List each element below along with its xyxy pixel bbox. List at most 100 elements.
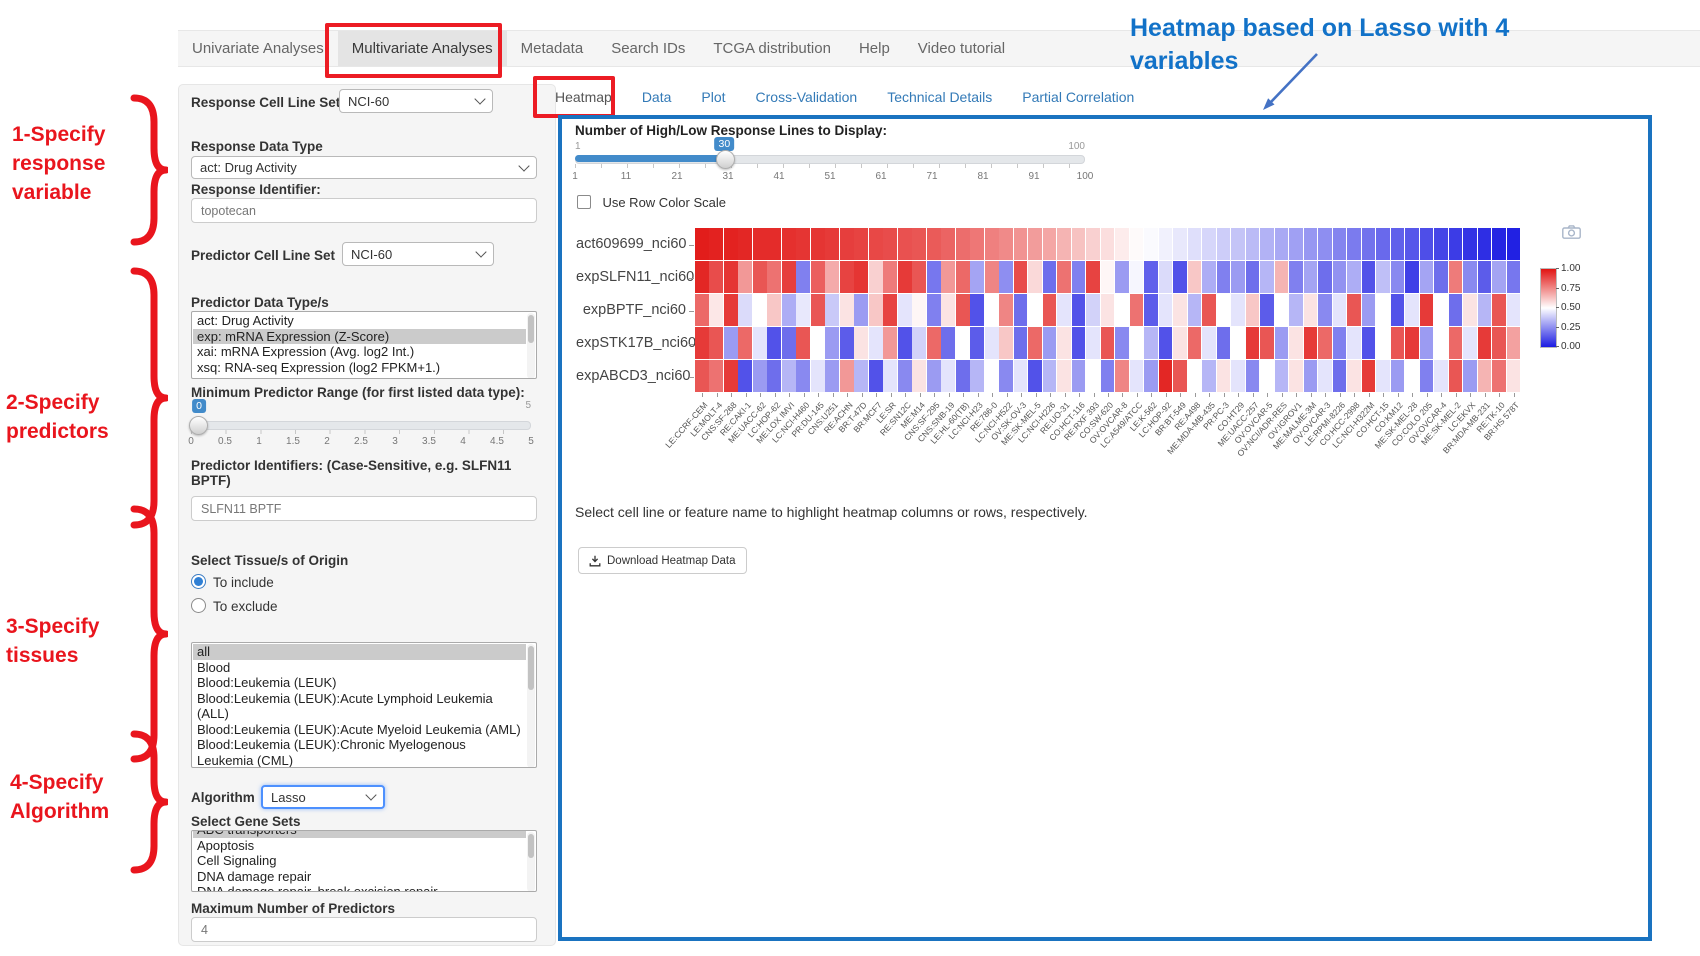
response-cell-line-set-select[interactable]: NCI-60 — [339, 89, 493, 113]
tissue-option-blood-leukemia-leuk[interactable]: Blood:Leukemia (LEUK) — [197, 675, 337, 690]
heatmap-cell[interactable] — [1463, 228, 1477, 261]
heatmap-cell[interactable] — [1434, 294, 1448, 327]
heatmap-cell[interactable] — [1144, 294, 1158, 327]
tissue-listbox[interactable]: all Blood Blood:Leukemia (LEUK) Blood:Leuke… — [191, 642, 537, 768]
heatmap-cell[interactable] — [1057, 261, 1071, 294]
heatmap-cell[interactable] — [810, 294, 825, 327]
heatmap-cell[interactable] — [1477, 228, 1492, 261]
heatmap-cell[interactable] — [970, 327, 985, 360]
tab-partial-correlation[interactable]: Partial Correlation — [1022, 89, 1135, 105]
heatmap-cell[interactable] — [1260, 228, 1274, 261]
heatmap-cell[interactable] — [955, 228, 970, 261]
heatmap-cell[interactable] — [1115, 261, 1129, 294]
slider-handle[interactable] — [189, 416, 208, 435]
heatmap-cell[interactable] — [1492, 294, 1506, 327]
heatmap-row-label-expbptf-nci60[interactable]: expBPTF_nci60 — [582, 302, 686, 318]
heatmap-cell[interactable] — [1303, 327, 1318, 360]
heatmap-cell[interactable] — [738, 261, 753, 294]
heatmap-cell[interactable] — [1448, 261, 1463, 294]
tab-cross-validation[interactable]: Cross-Validation — [755, 89, 858, 105]
heatmap-cell[interactable] — [941, 294, 956, 327]
heatmap-cell[interactable] — [883, 327, 898, 360]
predictor-type-option-act-drug-activity[interactable]: act: Drug Activity — [197, 313, 294, 328]
heatmap-cell[interactable] — [1202, 327, 1216, 360]
tissue-option-blood-leukemia-leuk-acute-lymphoid-leukemia-all[interactable]: Blood:Leukemia (LEUK):Acute Lymphoid Leu… — [197, 690, 493, 722]
heatmap-cell[interactable] — [839, 261, 854, 294]
heatmap-cell[interactable] — [738, 294, 753, 327]
heatmap-cell[interactable] — [1013, 327, 1028, 360]
heatmap-cell[interactable] — [767, 261, 782, 294]
heatmap-row-label-expabcd3-nci60[interactable]: expABCD3_nci60 — [576, 368, 691, 384]
heatmap-cell[interactable] — [1028, 327, 1042, 360]
heatmap-cell[interactable] — [1361, 327, 1376, 360]
heatmap-cell[interactable] — [1289, 261, 1303, 294]
heatmap-cell[interactable] — [1274, 327, 1289, 360]
heatmap-cell[interactable] — [1057, 360, 1071, 393]
heatmap-cell[interactable] — [1492, 228, 1506, 261]
heatmap-cell[interactable] — [1260, 261, 1274, 294]
heatmap-cell[interactable] — [810, 360, 825, 393]
heatmap-cell[interactable] — [1202, 228, 1216, 261]
heatmap-cell[interactable] — [1115, 294, 1129, 327]
heatmap-cell[interactable] — [1115, 360, 1129, 393]
heatmap-cell[interactable] — [1245, 360, 1260, 393]
scrollbar[interactable] — [527, 313, 535, 378]
heatmap-cell[interactable] — [854, 360, 869, 393]
heatmap-cell[interactable] — [1202, 294, 1216, 327]
response-data-type-select[interactable]: act: Drug Activity — [191, 156, 537, 179]
heatmap-cell[interactable] — [999, 360, 1013, 393]
heatmap-cell[interactable] — [1318, 360, 1332, 393]
heatmap-cell[interactable] — [825, 294, 840, 327]
slider-track[interactable] — [191, 421, 531, 430]
heatmap-cell[interactable] — [1071, 327, 1086, 360]
heatmap-cell[interactable] — [955, 261, 970, 294]
heatmap-cell[interactable] — [1231, 261, 1245, 294]
heatmap-cell[interactable] — [1245, 261, 1260, 294]
heatmap-cell[interactable] — [1361, 261, 1376, 294]
predictor-cell-line-set-select[interactable]: NCI-60 — [342, 242, 494, 266]
heatmap-cell[interactable] — [1158, 360, 1173, 393]
tab-technical-details[interactable]: Technical Details — [887, 89, 993, 105]
heatmap-cell[interactable] — [926, 327, 941, 360]
heatmap-cell[interactable] — [1390, 261, 1405, 294]
heatmap-cell[interactable] — [912, 261, 927, 294]
heatmap-cell[interactable] — [1086, 261, 1100, 294]
heatmap-cell[interactable] — [1013, 261, 1028, 294]
heatmap-cell[interactable] — [1448, 294, 1463, 327]
nav-item-video-tutorial[interactable]: Video tutorial — [917, 40, 1006, 57]
heatmap-cell[interactable] — [752, 261, 767, 294]
heatmap-cell[interactable] — [1390, 294, 1405, 327]
lines-slider[interactable]: 1 100 30 1 11 21 31 41 51 61 71 81 91 100 — [572, 137, 1093, 185]
heatmap-cell[interactable] — [1390, 228, 1405, 261]
heatmap-cell[interactable] — [897, 360, 912, 393]
heatmap-cell[interactable] — [854, 228, 869, 261]
heatmap-cell[interactable] — [1274, 294, 1289, 327]
heatmap-cell[interactable] — [1216, 294, 1231, 327]
heatmap-cell[interactable] — [1158, 327, 1173, 360]
heatmap-cell[interactable] — [1405, 261, 1419, 294]
heatmap-cell[interactable] — [738, 360, 753, 393]
heatmap-cell[interactable] — [825, 327, 840, 360]
heatmap-cell[interactable] — [1274, 228, 1289, 261]
heatmap-cell[interactable] — [1376, 261, 1390, 294]
heatmap-cell[interactable] — [1144, 228, 1158, 261]
heatmap-cell[interactable] — [1492, 261, 1506, 294]
heatmap-cell[interactable] — [955, 360, 970, 393]
heatmap-cell[interactable] — [1289, 228, 1303, 261]
heatmap-cell[interactable] — [1260, 294, 1274, 327]
heatmap-cell[interactable] — [695, 228, 709, 261]
heatmap-cell[interactable] — [1419, 261, 1434, 294]
heatmap-cell[interactable] — [695, 294, 709, 327]
heatmap-cell[interactable] — [1434, 228, 1448, 261]
heatmap-cell[interactable] — [868, 327, 883, 360]
heatmap-cell[interactable] — [868, 228, 883, 261]
heatmap-cell[interactable] — [1477, 327, 1492, 360]
heatmap-cell[interactable] — [781, 294, 796, 327]
heatmap-cell[interactable] — [1376, 327, 1390, 360]
heatmap-cell[interactable] — [1332, 294, 1347, 327]
heatmap-cell[interactable] — [839, 228, 854, 261]
heatmap-cell[interactable] — [1347, 228, 1361, 261]
heatmap-cell[interactable] — [1463, 327, 1477, 360]
heatmap-cell[interactable] — [1390, 360, 1405, 393]
heatmap-cell[interactable] — [1158, 228, 1173, 261]
